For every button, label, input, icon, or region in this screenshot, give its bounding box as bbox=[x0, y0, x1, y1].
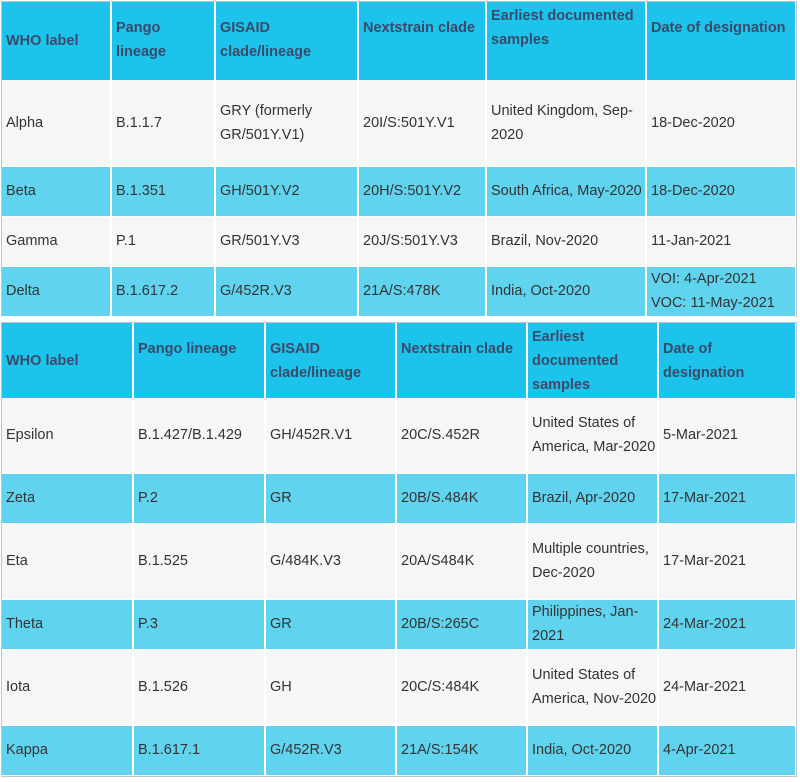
cell-earliest-samples: Brazil, Apr-2020 bbox=[526, 473, 658, 524]
cell-date-designation: 24-Mar-2021 bbox=[657, 649, 795, 726]
cell-who-label: Kappa bbox=[2, 725, 133, 776]
cell-pango-lineage: B.1.1.7 bbox=[110, 80, 215, 167]
cell-who-label: Eta bbox=[2, 523, 133, 600]
cell-date-designation: 4-Apr-2021 bbox=[657, 725, 795, 776]
table-row: Alpha B.1.1.7 GRY (formerly GR/501Y.V1) … bbox=[2, 80, 795, 167]
cell-pango-lineage: P.2 bbox=[132, 473, 265, 524]
cell-gisaid-clade: GR/501Y.V3 bbox=[214, 216, 358, 267]
table-row: Epsilon B.1.427/B.1.429 GH/452R.V1 20C/S… bbox=[2, 398, 795, 474]
cell-pango-lineage: P.1 bbox=[110, 216, 215, 267]
header-gisaid-clade: GISAID clade/lineage bbox=[214, 2, 358, 80]
header-nextstrain-clade: Nextstrain clade bbox=[357, 2, 486, 80]
cell-pango-lineage: P.3 bbox=[132, 599, 265, 650]
cell-nextstrain-clade: 20A/S484K bbox=[395, 523, 527, 600]
cell-gisaid-clade: GRY (formerly GR/501Y.V1) bbox=[214, 80, 358, 167]
cell-who-label: Theta bbox=[2, 599, 133, 650]
table-row: Beta B.1.351 GH/501Y.V2 20H/S:501Y.V2 So… bbox=[2, 166, 795, 217]
cell-nextstrain-clade: 20J/S:501Y.V3 bbox=[357, 216, 486, 267]
cell-date-designation: 17-Mar-2021 bbox=[657, 523, 795, 600]
header-pango-lineage: Pango lineage bbox=[132, 323, 265, 398]
cell-pango-lineage: B.1.526 bbox=[132, 649, 265, 726]
cell-who-label: Gamma bbox=[2, 216, 111, 267]
cell-gisaid-clade: G/452R.V3 bbox=[214, 266, 358, 317]
variants-of-interest-table: WHO label Pango lineage GISAID clade/lin… bbox=[2, 323, 795, 776]
table-row: Theta P.3 GR 20B/S:265C Philippines, Jan… bbox=[2, 599, 795, 650]
cell-earliest-samples: South Africa, May-2020 bbox=[485, 166, 646, 217]
header-earliest-samples: Earliest documented samples bbox=[485, 2, 646, 80]
cell-nextstrain-clade: 20C/S.452R bbox=[395, 398, 527, 474]
table-row: Gamma P.1 GR/501Y.V3 20J/S:501Y.V3 Brazi… bbox=[2, 216, 795, 267]
cell-nextstrain-clade: 20H/S:501Y.V2 bbox=[357, 166, 486, 217]
header-who-label: WHO label bbox=[2, 2, 111, 80]
table-row: Delta B.1.617.2 G/452R.V3 21A/S:478K Ind… bbox=[2, 266, 795, 317]
table-row: Zeta P.2 GR 20B/S.484K Brazil, Apr-2020 … bbox=[2, 473, 795, 524]
cell-pango-lineage: B.1.427/B.1.429 bbox=[132, 398, 265, 474]
cell-nextstrain-clade: 21A/S:478K bbox=[357, 266, 486, 317]
cell-date-designation: 18-Dec-2020 bbox=[645, 166, 795, 217]
cell-who-label: Alpha bbox=[2, 80, 111, 167]
cell-nextstrain-clade: 20B/S.484K bbox=[395, 473, 527, 524]
table-frame-2 bbox=[1, 322, 797, 777]
cell-earliest-samples: United States of America, Nov-2020 bbox=[526, 649, 658, 726]
table-row: Eta B.1.525 G/484K.V3 20A/S484K Multiple… bbox=[2, 523, 795, 600]
cell-who-label: Iota bbox=[2, 649, 133, 726]
header-pango-lineage: Pango lineage bbox=[110, 2, 215, 80]
cell-gisaid-clade: G/484K.V3 bbox=[264, 523, 396, 600]
cell-date-designation: 24-Mar-2021 bbox=[657, 599, 795, 650]
cell-earliest-samples: India, Oct-2020 bbox=[526, 725, 658, 776]
table-frame-1 bbox=[1, 1, 797, 317]
cell-date-designation: 11-Jan-2021 bbox=[645, 216, 795, 267]
cell-earliest-samples: India, Oct-2020 bbox=[485, 266, 646, 317]
header-who-label: WHO label bbox=[2, 323, 133, 398]
cell-pango-lineage: B.1.351 bbox=[110, 166, 215, 217]
cell-earliest-samples: Brazil, Nov-2020 bbox=[485, 216, 646, 267]
header-gisaid-clade: GISAID clade/lineage bbox=[264, 323, 396, 398]
cell-nextstrain-clade: 21A/S:154K bbox=[395, 725, 527, 776]
cell-earliest-samples: Philippines, Jan-2021 bbox=[526, 599, 658, 650]
cell-who-label: Epsilon bbox=[2, 398, 133, 474]
cell-who-label: Delta bbox=[2, 266, 111, 317]
table-row: Iota B.1.526 GH 20C/S:484K United States… bbox=[2, 649, 795, 726]
cell-gisaid-clade: GR bbox=[264, 599, 396, 650]
header-nextstrain-clade: Nextstrain clade bbox=[395, 323, 527, 398]
cell-gisaid-clade: GH/452R.V1 bbox=[264, 398, 396, 474]
cell-date-designation: 17-Mar-2021 bbox=[657, 473, 795, 524]
cell-earliest-samples: Multiple countries, Dec-2020 bbox=[526, 523, 658, 600]
header-earliest-samples: Earliest documented samples bbox=[526, 323, 658, 398]
cell-pango-lineage: B.1.525 bbox=[132, 523, 265, 600]
cell-nextstrain-clade: 20B/S:265C bbox=[395, 599, 527, 650]
cell-date-designation: 5-Mar-2021 bbox=[657, 398, 795, 474]
cell-pango-lineage: B.1.617.2 bbox=[110, 266, 215, 317]
cell-pango-lineage: B.1.617.1 bbox=[132, 725, 265, 776]
cell-date-designation: VOI: 4-Apr-2021 VOC: 11-May-2021 bbox=[645, 266, 795, 317]
cell-date-designation: 18-Dec-2020 bbox=[645, 80, 795, 167]
cell-gisaid-clade: GH/501Y.V2 bbox=[214, 166, 358, 217]
cell-who-label: Beta bbox=[2, 166, 111, 217]
cell-nextstrain-clade: 20I/S:501Y.V1 bbox=[357, 80, 486, 167]
cell-gisaid-clade: G/452R.V3 bbox=[264, 725, 396, 776]
cell-earliest-samples: United Kingdom, Sep-2020 bbox=[485, 80, 646, 167]
cell-gisaid-clade: GR bbox=[264, 473, 396, 524]
cell-nextstrain-clade: 20C/S:484K bbox=[395, 649, 527, 726]
table-row: Kappa B.1.617.1 G/452R.V3 21A/S:154K Ind… bbox=[2, 725, 795, 776]
header-row: WHO label Pango lineage GISAID clade/lin… bbox=[2, 2, 795, 80]
header-date-designation: Date of designation bbox=[645, 2, 795, 80]
cell-gisaid-clade: GH bbox=[264, 649, 396, 726]
header-date-designation: Date of designation bbox=[657, 323, 795, 398]
cell-who-label: Zeta bbox=[2, 473, 133, 524]
cell-earliest-samples: United States of America, Mar-2020 bbox=[526, 398, 658, 474]
header-row: WHO label Pango lineage GISAID clade/lin… bbox=[2, 323, 795, 398]
variants-of-concern-table: WHO label Pango lineage GISAID clade/lin… bbox=[2, 2, 795, 317]
